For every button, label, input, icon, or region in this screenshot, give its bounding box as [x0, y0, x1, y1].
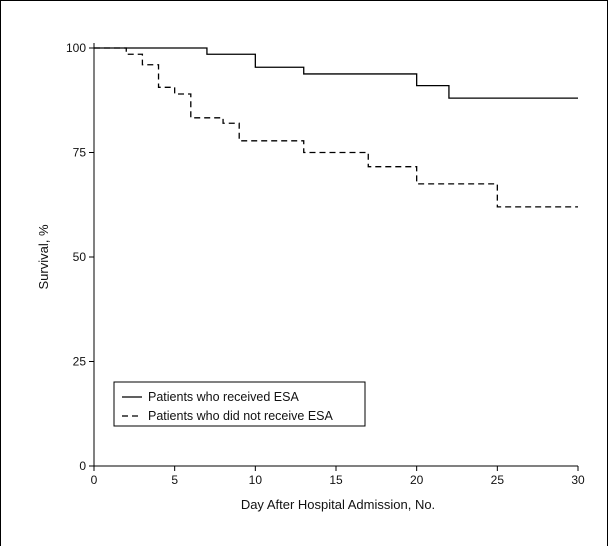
axes: 0 5 10 15 20 25 30 0 25 50 75 100 — [66, 41, 585, 487]
y-tick-label: 25 — [73, 355, 87, 369]
x-tick-label: 5 — [171, 473, 178, 487]
series-lines — [94, 47, 578, 208]
y-axis-label: Survival, % — [36, 224, 51, 289]
legend-label: Patients who did not receive ESA — [148, 409, 333, 423]
x-axis-label: Day After Hospital Admission, No. — [241, 497, 435, 512]
x-tick-label: 0 — [91, 473, 98, 487]
series-no-esa-line — [94, 47, 578, 208]
y-tick-label: 100 — [66, 41, 86, 55]
y-tick-label: 0 — [79, 459, 86, 473]
x-tick-label: 15 — [329, 473, 343, 487]
y-tick-label: 75 — [73, 146, 87, 160]
x-tick-label: 20 — [410, 473, 424, 487]
legend-label: Patients who received ESA — [148, 390, 299, 404]
y-tick-label: 50 — [73, 250, 87, 264]
x-tick-label: 10 — [249, 473, 263, 487]
legend: Patients who received ESA Patients who di… — [113, 381, 366, 427]
legend-box — [113, 381, 366, 427]
x-tick-label: 25 — [491, 473, 505, 487]
series-received-esa-line — [94, 47, 578, 99]
x-tick-label: 30 — [571, 473, 585, 487]
